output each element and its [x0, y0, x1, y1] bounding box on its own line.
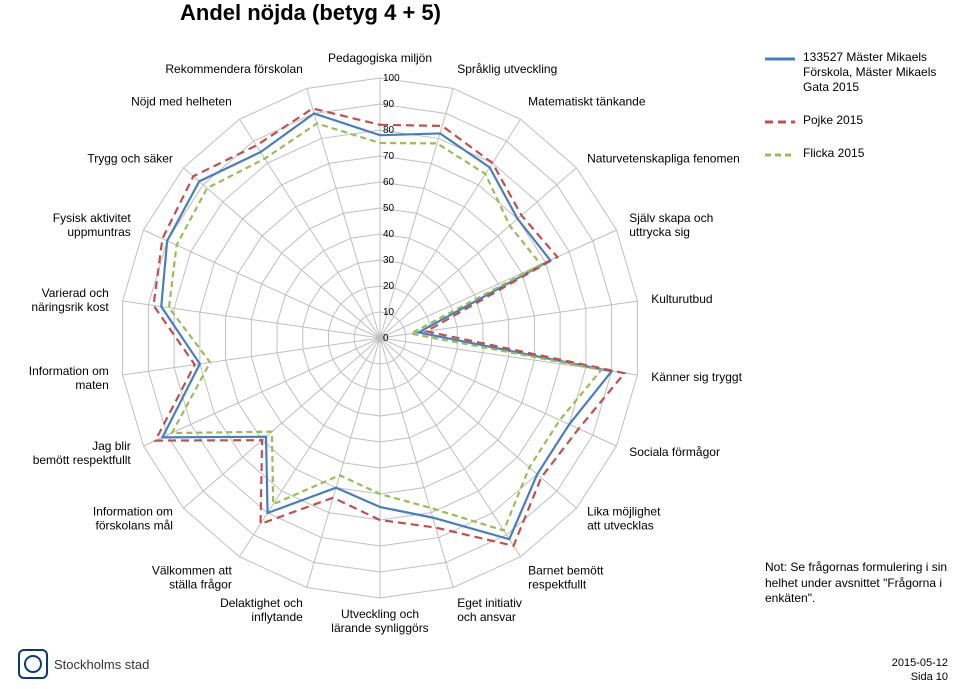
svg-text:inflytande: inflytande: [251, 610, 303, 624]
logo: Stockholms stad: [18, 649, 149, 679]
svg-text:Varierad och: Varierad och: [42, 286, 109, 300]
legend-swatch: [765, 115, 795, 129]
legend-swatch: [765, 52, 795, 66]
svg-text:uttrycka sig: uttrycka sig: [629, 225, 690, 239]
svg-text:ställa frågor: ställa frågor: [169, 578, 232, 592]
svg-text:Känner sig tryggt: Känner sig tryggt: [651, 370, 742, 384]
legend-label: Pojke 2015: [803, 113, 863, 128]
svg-text:70: 70: [383, 151, 395, 162]
svg-text:näringsrik kost: näringsrik kost: [31, 300, 109, 314]
svg-text:0: 0: [383, 333, 389, 344]
svg-text:Matematiskt tänkande: Matematiskt tänkande: [528, 94, 646, 108]
svg-text:Kulturutbud: Kulturutbud: [651, 292, 712, 306]
footnote: Not: Se frågornas formulering i sin helh…: [765, 560, 950, 607]
svg-text:förskolans mål: förskolans mål: [96, 518, 173, 532]
svg-text:50: 50: [383, 203, 395, 214]
logo-text: Stockholms stad: [54, 657, 149, 672]
svg-text:Utveckling och: Utveckling och: [341, 607, 419, 621]
legend-swatch: [765, 148, 795, 162]
svg-text:Jag blir: Jag blir: [92, 439, 131, 453]
svg-text:respektfullt: respektfullt: [528, 578, 587, 592]
svg-text:Nöjd med helheten: Nöjd med helheten: [131, 94, 232, 108]
svg-text:100: 100: [383, 73, 400, 84]
svg-text:60: 60: [383, 177, 395, 188]
svg-text:90: 90: [383, 99, 395, 110]
svg-text:Välkommen att: Välkommen att: [152, 564, 233, 578]
logo-icon: [18, 649, 48, 679]
svg-text:Pedagogiska miljön: Pedagogiska miljön: [328, 51, 432, 65]
svg-text:Naturvetenskapliga fenomen: Naturvetenskapliga fenomen: [587, 152, 740, 166]
legend-item: Pojke 2015: [765, 113, 960, 128]
svg-text:20: 20: [383, 281, 395, 292]
footer-date: 2015-05-12: [892, 657, 948, 669]
svg-text:40: 40: [383, 229, 395, 240]
svg-text:Rekommendera förskolan: Rekommendera förskolan: [165, 62, 302, 76]
svg-text:Barnet bemött: Barnet bemött: [528, 564, 604, 578]
svg-text:Själv skapa och: Själv skapa och: [629, 211, 713, 225]
legend-item: 133527 Mäster Mikaels Förskola, Mäster M…: [765, 50, 960, 95]
page-title: Andel nöjda (betyg 4 + 5): [180, 0, 441, 26]
legend-item: Flicka 2015: [765, 146, 960, 161]
svg-text:Delaktighet och: Delaktighet och: [220, 596, 303, 610]
radar-chart: 0102030405060708090100Pedagogiska miljön…: [0, 28, 760, 648]
svg-text:och ansvar: och ansvar: [457, 610, 516, 624]
svg-text:maten: maten: [75, 378, 108, 392]
svg-text:Information om: Information om: [93, 504, 173, 518]
legend-label: 133527 Mäster Mikaels Förskola, Mäster M…: [803, 50, 960, 95]
svg-text:Information om: Information om: [29, 364, 109, 378]
svg-text:Sociala förmågor: Sociala förmågor: [629, 445, 720, 459]
legend-label: Flicka 2015: [803, 146, 864, 161]
svg-text:Språklig utveckling: Språklig utveckling: [457, 62, 557, 76]
svg-text:Lika möjlighet: Lika möjlighet: [587, 504, 661, 518]
svg-text:10: 10: [383, 307, 395, 318]
svg-text:uppmuntras: uppmuntras: [67, 225, 130, 239]
svg-text:lärande synliggörs: lärande synliggörs: [331, 621, 428, 635]
svg-text:Trygg och säker: Trygg och säker: [87, 152, 173, 166]
legend: 133527 Mäster Mikaels Förskola, Mäster M…: [765, 50, 960, 179]
svg-text:Eget initiativ: Eget initiativ: [457, 596, 522, 610]
svg-text:att utvecklas: att utvecklas: [587, 518, 654, 532]
svg-text:bemött respektfullt: bemött respektfullt: [33, 453, 132, 467]
svg-text:Fysisk aktivitet: Fysisk aktivitet: [53, 211, 132, 225]
svg-text:30: 30: [383, 255, 395, 266]
footer-page: Sida 10: [911, 671, 948, 683]
